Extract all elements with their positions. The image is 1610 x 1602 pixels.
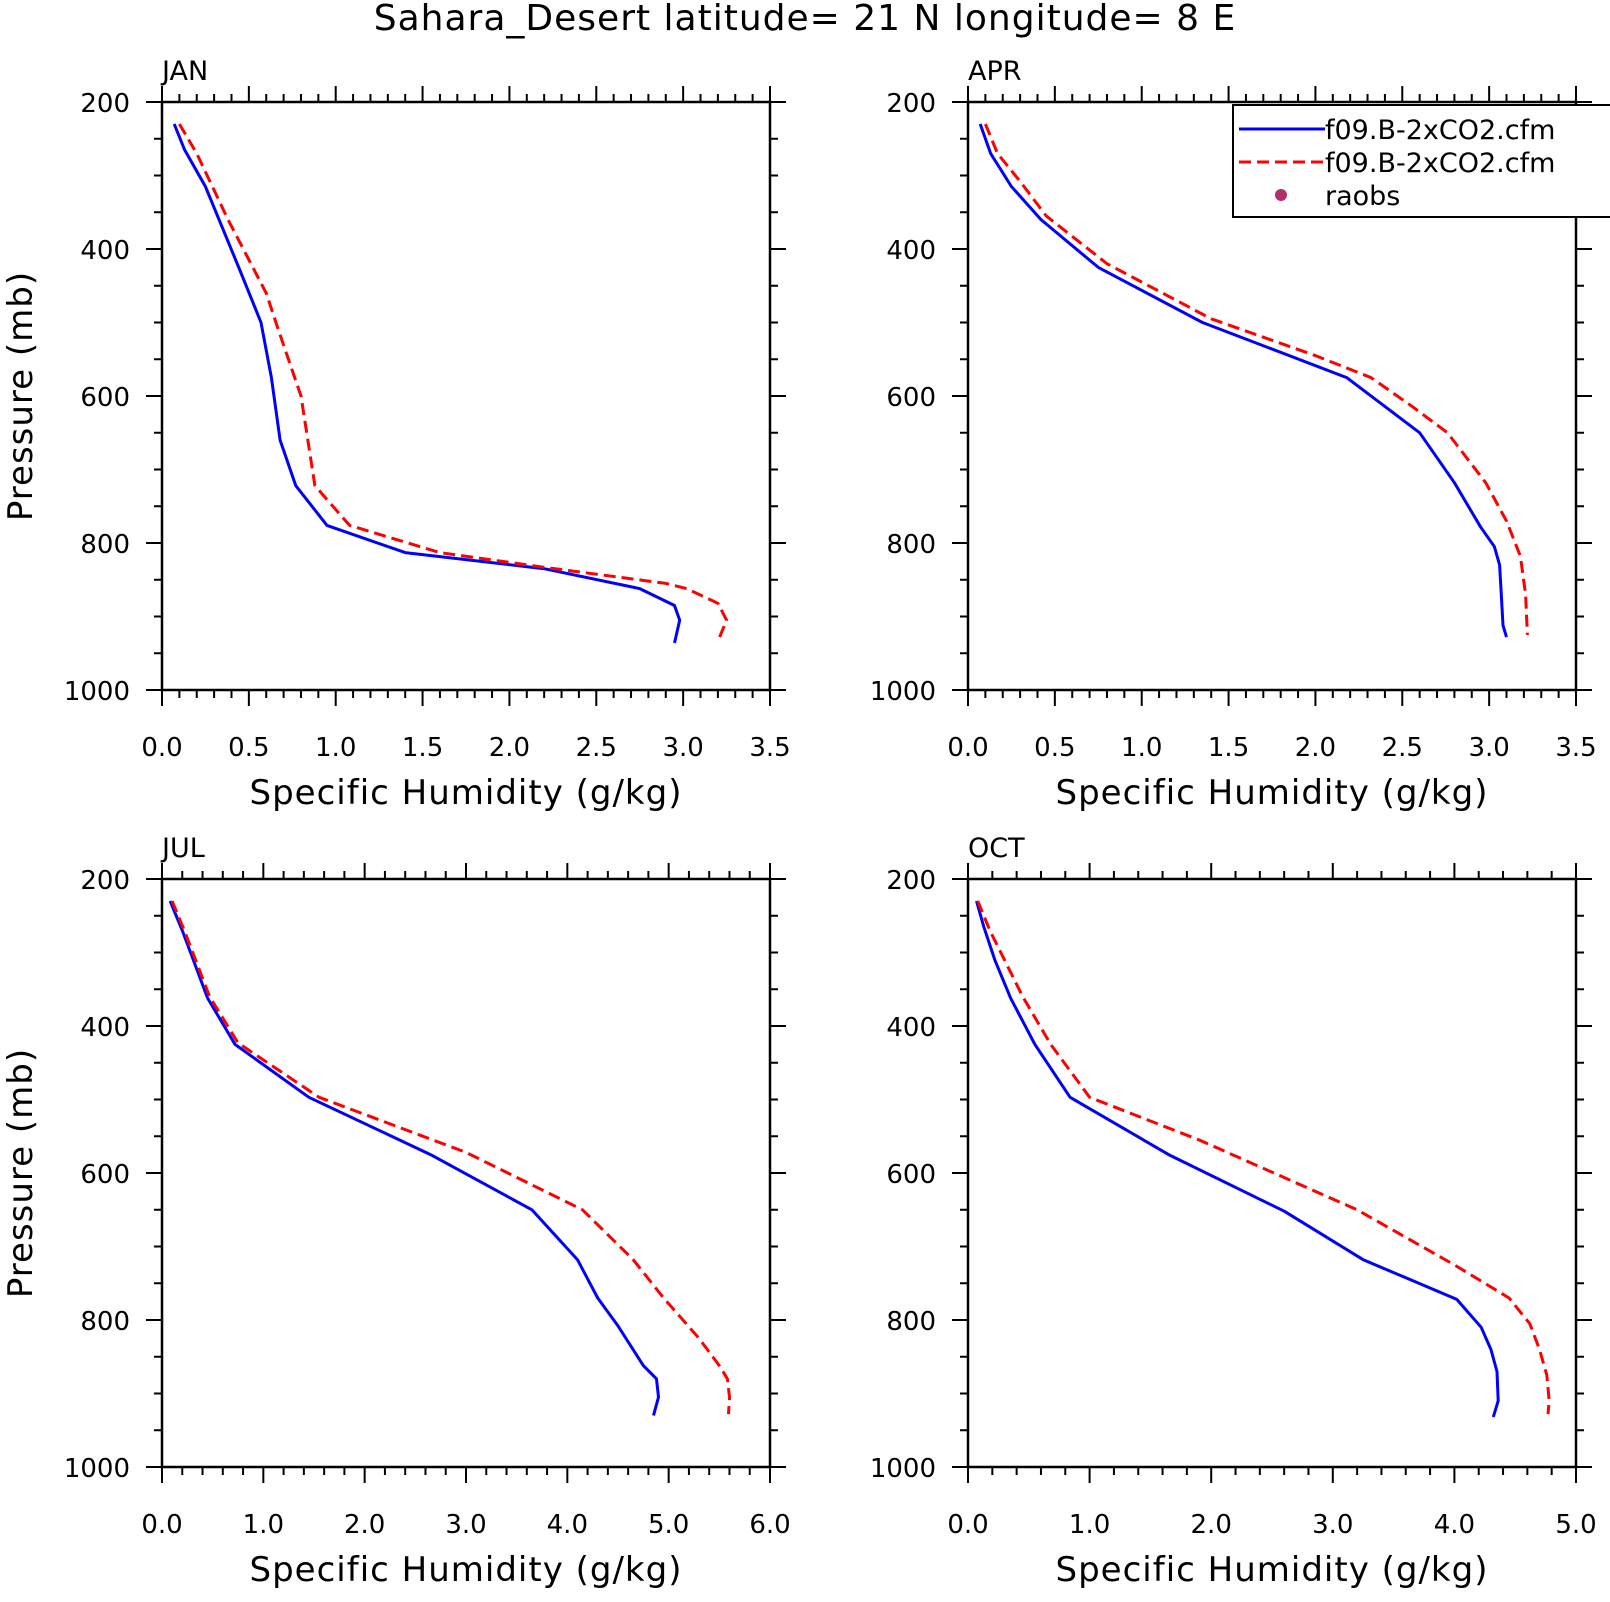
x-axis-label: Specific Humidity (g/kg) (1056, 773, 1489, 813)
chart-panel-apr: 200 400 600 800 1000 0.0 0.5 1.0 1.5 2.0 2.5 3.0 3.5… (870, 56, 1597, 813)
x-tick-label: 2.0 (489, 733, 530, 763)
x-tick-label: 1.0 (1121, 733, 1162, 763)
y-tick-label: 400 (886, 1013, 936, 1043)
chart-panel-jan: 200 400 600 800 1000 0.0 0.5 1.0 1.5 2.0 2.5 3.0 3.5… (1, 56, 791, 813)
y-tick-label: 1000 (870, 677, 936, 707)
x-tick-label: 1.0 (1069, 1510, 1110, 1540)
x-tick-label: 0.0 (947, 733, 988, 763)
y-tick-label: 600 (886, 383, 936, 413)
series-line-solid (168, 900, 660, 1416)
x-tick-label: 0.0 (141, 733, 182, 763)
y-tick-label: 400 (80, 1013, 130, 1043)
y-tick-label: 200 (80, 866, 130, 896)
x-tick-label: 4.0 (547, 1510, 588, 1540)
y-tick-label: 600 (80, 1160, 130, 1190)
y-tick-label: 400 (886, 236, 936, 266)
y-axis-label: Pressure (mb) (1, 1048, 41, 1298)
panel-title: JAN (160, 56, 208, 87)
y-tick-label: 600 (80, 383, 130, 413)
x-tick-label: 3.0 (662, 733, 703, 763)
x-tick-label: 0.0 (947, 1510, 988, 1540)
y-tick-label: 600 (886, 1160, 936, 1190)
x-tick-label: 1.5 (402, 733, 443, 763)
panels: 200 400 600 800 1000 0.0 0.5 1.0 1.5 2.0 2.5 3.0 3.5… (1, 56, 1597, 1590)
series-line-dashed (976, 900, 1551, 1415)
legend-marker (1275, 189, 1287, 201)
chart-panel-jul: 200 400 600 800 1000 0.0 1.0 2.0 3.0 4.0 5.0 6.0 JUL… (1, 833, 791, 1590)
y-axis-label: Pressure (mb) (1, 271, 41, 521)
chart-panel-oct: 200 400 600 800 1000 0.0 1.0 2.0 3.0 4.0 5.0 OCT Spe… (870, 833, 1597, 1590)
x-tick-label: 3.0 (1312, 1510, 1353, 1540)
x-tick-label: 2.5 (576, 733, 617, 763)
series-line-solid (975, 900, 1500, 1418)
x-tick-label: 1.0 (243, 1510, 284, 1540)
x-tick-label: 4.0 (1434, 1510, 1475, 1540)
series-line-solid (172, 123, 682, 644)
y-tick-label: 200 (886, 89, 936, 119)
x-tick-label: 5.0 (648, 1510, 689, 1540)
x-tick-label: 0.5 (1034, 733, 1075, 763)
y-tick-label: 800 (80, 530, 130, 560)
x-tick-label: 2.0 (344, 1510, 385, 1540)
x-axis-label: Specific Humidity (g/kg) (250, 773, 683, 813)
x-tick-label: 2.0 (1295, 733, 1336, 763)
x-tick-label: 0.5 (228, 733, 269, 763)
legend-label: f09.B-2xCO2.cfm (1325, 115, 1555, 146)
y-tick-label: 1000 (64, 1454, 130, 1484)
panel-title: APR (968, 56, 1022, 87)
legend-label: raobs (1325, 181, 1400, 212)
y-tick-label: 1000 (64, 677, 130, 707)
panel-title: JUL (160, 833, 205, 864)
x-tick-label: 5.0 (1555, 1510, 1596, 1540)
figure-title: Sahara_Desert latitude= 21 N longitude= … (374, 0, 1236, 39)
panel-title: OCT (968, 833, 1025, 864)
x-tick-label: 1.5 (1208, 733, 1249, 763)
series-line-dashed (170, 900, 731, 1415)
y-tick-label: 200 (886, 866, 936, 896)
legend-label: f09.B-2xCO2.cfm (1325, 148, 1555, 179)
x-axis-label: Specific Humidity (g/kg) (250, 1550, 683, 1590)
y-tick-label: 200 (80, 89, 130, 119)
series-line-dashed (178, 123, 729, 638)
series-line-solid (978, 123, 1508, 638)
x-tick-label: 2.5 (1382, 733, 1423, 763)
x-tick-label: 3.5 (749, 733, 790, 763)
y-tick-label: 400 (80, 236, 130, 266)
x-tick-label: 3.0 (1468, 733, 1509, 763)
y-tick-label: 800 (886, 530, 936, 560)
x-tick-label: 2.0 (1191, 1510, 1232, 1540)
series-line-dashed (984, 123, 1529, 635)
x-tick-label: 0.0 (141, 1510, 182, 1540)
x-tick-label: 6.0 (749, 1510, 790, 1540)
x-axis-label: Specific Humidity (g/kg) (1056, 1550, 1489, 1590)
x-tick-label: 3.5 (1555, 733, 1596, 763)
y-tick-label: 1000 (870, 1454, 936, 1484)
y-tick-label: 800 (80, 1307, 130, 1337)
x-tick-label: 3.0 (445, 1510, 486, 1540)
y-tick-label: 800 (886, 1307, 936, 1337)
x-tick-label: 1.0 (315, 733, 356, 763)
